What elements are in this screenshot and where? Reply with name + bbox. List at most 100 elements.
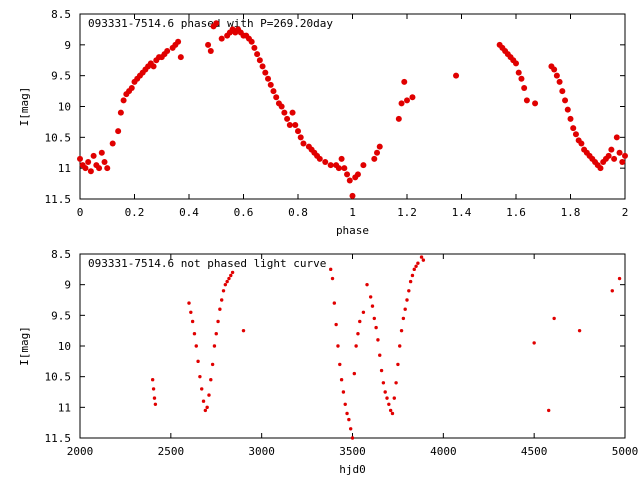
y-tick-label: 8.5 [51,248,71,261]
data-point [419,255,424,259]
data-point [388,408,393,413]
data-point [256,57,263,64]
data-point [284,115,291,122]
data-point [214,332,218,336]
data-point [175,38,182,45]
data-point [120,97,127,104]
data-point [407,289,411,293]
plot-frame [79,13,626,200]
data-point [622,152,628,159]
data-point [381,381,386,385]
data-point [225,279,229,284]
data-point [205,41,212,48]
data-point [387,402,391,406]
x-tick-label: 0.4 [179,206,199,219]
data-point [332,301,337,305]
data-point [532,341,536,345]
y-tick-label: 10 [58,101,71,114]
x-tick-label: 0.6 [234,206,254,219]
data-point [218,307,222,311]
data-point [267,81,274,88]
data-point [551,66,558,73]
y-tick-label: 10.5 [45,131,72,144]
data-point [77,155,83,162]
data-point [203,408,208,413]
data-point [532,100,539,107]
data-point [352,371,357,376]
data-point [189,310,193,314]
x-tick-label: 2000 [67,445,94,458]
data-point [164,48,171,54]
data-point [334,322,338,327]
data-point [153,402,158,406]
data-point [98,149,105,156]
data-point [273,94,280,101]
data-point [570,125,577,132]
data-point [361,310,366,314]
data-point [348,427,353,431]
chart-title: 093331-7514.6 phased with P=269.20day [88,17,333,30]
data-point [316,155,323,162]
data-point [192,332,197,336]
data-point [617,276,622,281]
x-axis-label: phase [336,224,369,237]
data-point [254,51,261,58]
data-point [213,20,220,27]
y-tick-label: 11 [58,162,71,175]
x-tick-label: 1 [349,206,356,219]
data-point [152,396,157,400]
data-point [90,152,97,159]
x-axis-label: hjd0 [339,463,366,476]
data-point [220,298,224,302]
data-point [190,319,195,324]
data-point [345,411,349,416]
data-point [358,319,362,324]
data-point [374,149,381,156]
data-point [338,155,345,162]
phased-light-curve-plot: 0 0.2 0.4 0.6 0.8 1 1.2 1.4 1.6 1.8 2 8.5 9 9.5 10 10.5… [18,8,628,237]
data-point [221,289,226,293]
x-tick-label: 1.8 [561,206,581,219]
data-point [104,165,111,172]
data-point [343,402,347,406]
x-tick-label: 3000 [248,445,275,458]
data-point [286,122,293,128]
data-point [248,38,255,45]
data-point [412,267,416,272]
data-point [401,78,408,85]
y-tick-label: 10.5 [45,371,72,384]
data-point [322,159,329,165]
data-point [368,295,373,299]
data-point [229,273,233,278]
x-tick-label: 0.2 [125,206,145,219]
data-point [523,97,530,104]
data-point [329,267,333,272]
data-point [85,159,92,165]
data-point [572,131,579,138]
data-point [619,159,626,165]
data-point [128,85,135,91]
data-point [151,387,156,391]
data-point [559,88,566,95]
data-point [278,103,285,110]
data-point [210,362,215,367]
data-point [416,261,420,265]
data-point [339,378,344,382]
data-point [196,359,200,364]
x-tick-label: 4500 [521,445,548,458]
data-point [207,393,211,397]
data-point [401,316,406,321]
data-point [564,106,571,113]
data-point [577,328,582,333]
data-point [259,63,266,70]
data-point [392,396,396,400]
data-point [150,63,157,70]
data-point [611,155,618,162]
data-point [223,282,228,287]
data-point [198,374,202,379]
data-point [354,344,358,348]
y-tick-label: 9 [64,279,71,292]
data-point [370,304,375,308]
chart-title: 093331-7514.6 not phased light curve [88,257,326,270]
